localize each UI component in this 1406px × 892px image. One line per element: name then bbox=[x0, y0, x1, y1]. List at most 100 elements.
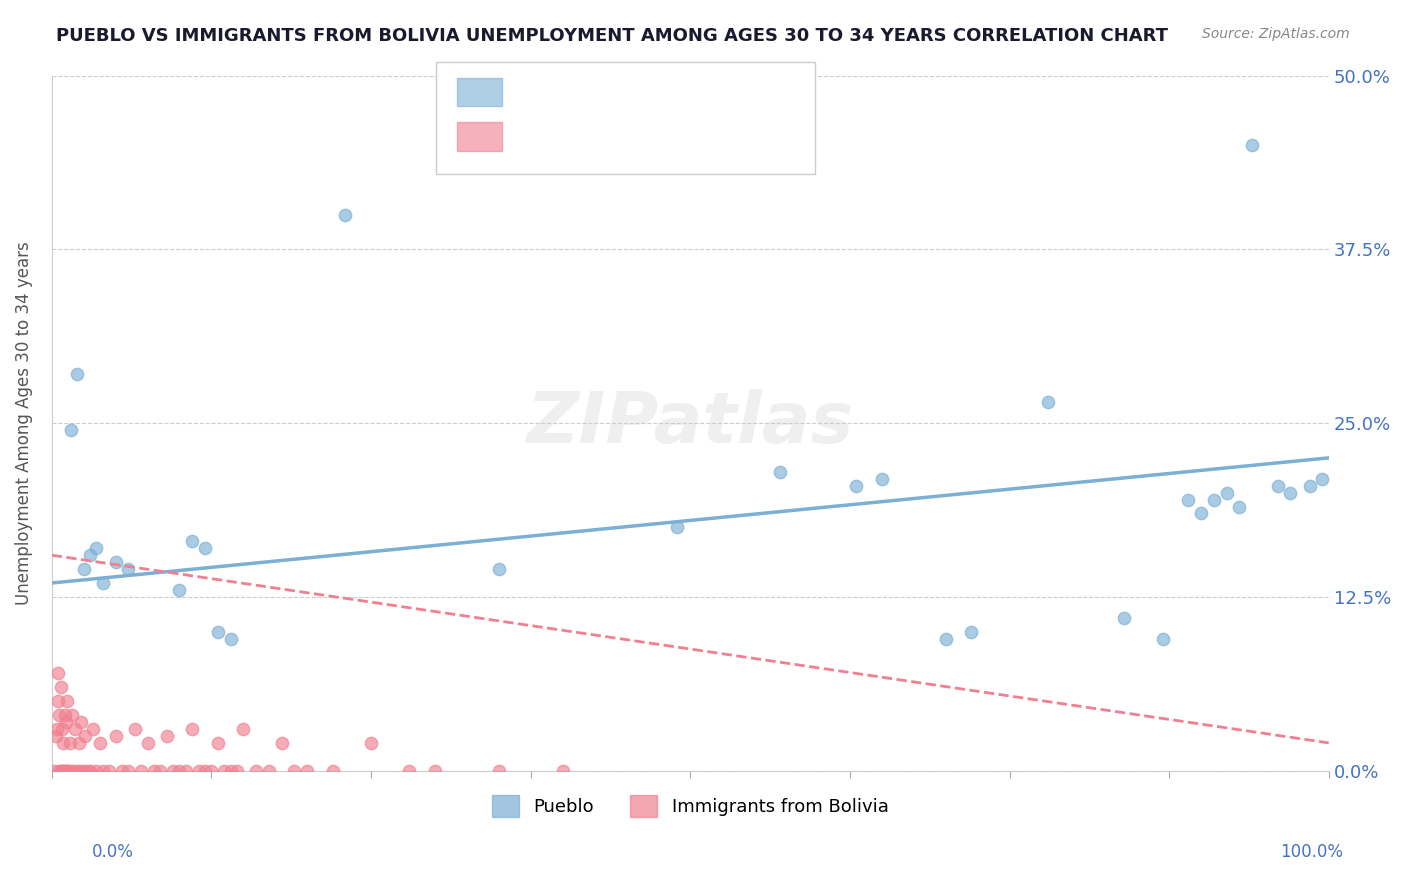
Point bbox=[52, 764, 75, 778]
Text: R = -0.015: R = -0.015 bbox=[510, 128, 599, 145]
Point bbox=[45, 729, 67, 743]
Point bbox=[1202, 492, 1225, 507]
Point bbox=[174, 764, 197, 778]
Point bbox=[1114, 611, 1136, 625]
Text: Source: ZipAtlas.com: Source: ZipAtlas.com bbox=[1202, 27, 1350, 41]
Point bbox=[53, 764, 76, 778]
Point bbox=[1298, 478, 1320, 492]
Point bbox=[1312, 472, 1334, 486]
Text: N = 34: N = 34 bbox=[689, 83, 751, 101]
Point bbox=[423, 764, 446, 778]
Legend: Pueblo, Immigrants from Bolivia: Pueblo, Immigrants from Bolivia bbox=[485, 788, 896, 824]
Point bbox=[73, 729, 96, 743]
Point bbox=[226, 764, 249, 778]
Point bbox=[79, 548, 101, 562]
Point bbox=[58, 764, 80, 778]
Point bbox=[48, 764, 70, 778]
Point bbox=[232, 722, 254, 736]
Point bbox=[117, 764, 139, 778]
Point bbox=[360, 736, 382, 750]
Point bbox=[1215, 485, 1237, 500]
Point bbox=[169, 764, 191, 778]
Point bbox=[104, 729, 127, 743]
Point bbox=[1227, 500, 1250, 514]
Point bbox=[67, 736, 90, 750]
Point bbox=[1267, 478, 1289, 492]
Text: PUEBLO VS IMMIGRANTS FROM BOLIVIA UNEMPLOYMENT AMONG AGES 30 TO 34 YEARS CORRELA: PUEBLO VS IMMIGRANTS FROM BOLIVIA UNEMPL… bbox=[56, 27, 1168, 45]
Point bbox=[283, 764, 305, 778]
Point bbox=[194, 764, 217, 778]
Text: R =  0.321: R = 0.321 bbox=[510, 83, 599, 101]
Point bbox=[488, 764, 510, 778]
Point bbox=[70, 714, 93, 729]
Point bbox=[73, 562, 96, 576]
Point bbox=[51, 722, 73, 736]
Point bbox=[207, 624, 229, 639]
Point bbox=[51, 764, 73, 778]
Point bbox=[59, 764, 82, 778]
Y-axis label: Unemployment Among Ages 30 to 34 years: Unemployment Among Ages 30 to 34 years bbox=[15, 241, 32, 605]
Point bbox=[59, 736, 82, 750]
Point bbox=[181, 534, 204, 549]
Point bbox=[55, 764, 77, 778]
Point bbox=[488, 562, 510, 576]
Point bbox=[769, 465, 792, 479]
Point bbox=[45, 722, 67, 736]
Point bbox=[91, 576, 114, 591]
Point bbox=[200, 764, 222, 778]
Point bbox=[335, 208, 357, 222]
Text: 100.0%: 100.0% bbox=[1279, 843, 1343, 861]
Point bbox=[49, 680, 72, 694]
Point bbox=[142, 764, 165, 778]
Point bbox=[59, 423, 82, 437]
Point bbox=[245, 764, 267, 778]
Point bbox=[86, 764, 108, 778]
Text: N = 70: N = 70 bbox=[689, 128, 751, 145]
Point bbox=[89, 736, 111, 750]
Point bbox=[219, 632, 242, 646]
Point bbox=[1036, 395, 1059, 409]
Point bbox=[69, 764, 91, 778]
Point bbox=[124, 722, 146, 736]
Point bbox=[86, 541, 108, 556]
Point bbox=[66, 764, 89, 778]
Point bbox=[149, 764, 172, 778]
Point bbox=[219, 764, 242, 778]
Point bbox=[270, 736, 292, 750]
Point bbox=[295, 764, 318, 778]
Point bbox=[187, 764, 209, 778]
Point bbox=[73, 764, 96, 778]
Point bbox=[60, 708, 83, 723]
Point bbox=[98, 764, 121, 778]
Point bbox=[1279, 485, 1302, 500]
Text: 0.0%: 0.0% bbox=[91, 843, 134, 861]
Point bbox=[162, 764, 184, 778]
Point bbox=[194, 541, 217, 556]
Point bbox=[870, 472, 893, 486]
Point bbox=[136, 736, 159, 750]
Point bbox=[44, 764, 66, 778]
Point bbox=[207, 736, 229, 750]
Point bbox=[111, 764, 134, 778]
Point bbox=[666, 520, 689, 534]
Point bbox=[62, 764, 84, 778]
Point bbox=[46, 666, 69, 681]
Point bbox=[129, 764, 152, 778]
Point bbox=[76, 764, 98, 778]
Point bbox=[322, 764, 344, 778]
Point bbox=[212, 764, 235, 778]
Point bbox=[169, 582, 191, 597]
Point bbox=[48, 708, 70, 723]
Point bbox=[55, 714, 77, 729]
Point bbox=[63, 722, 86, 736]
Point bbox=[1189, 507, 1212, 521]
Point bbox=[1177, 492, 1199, 507]
Point bbox=[104, 555, 127, 569]
Point bbox=[156, 729, 179, 743]
Point bbox=[46, 694, 69, 708]
Point bbox=[79, 764, 101, 778]
Point bbox=[52, 736, 75, 750]
Point bbox=[1152, 632, 1174, 646]
Point bbox=[551, 764, 574, 778]
Point bbox=[91, 764, 114, 778]
